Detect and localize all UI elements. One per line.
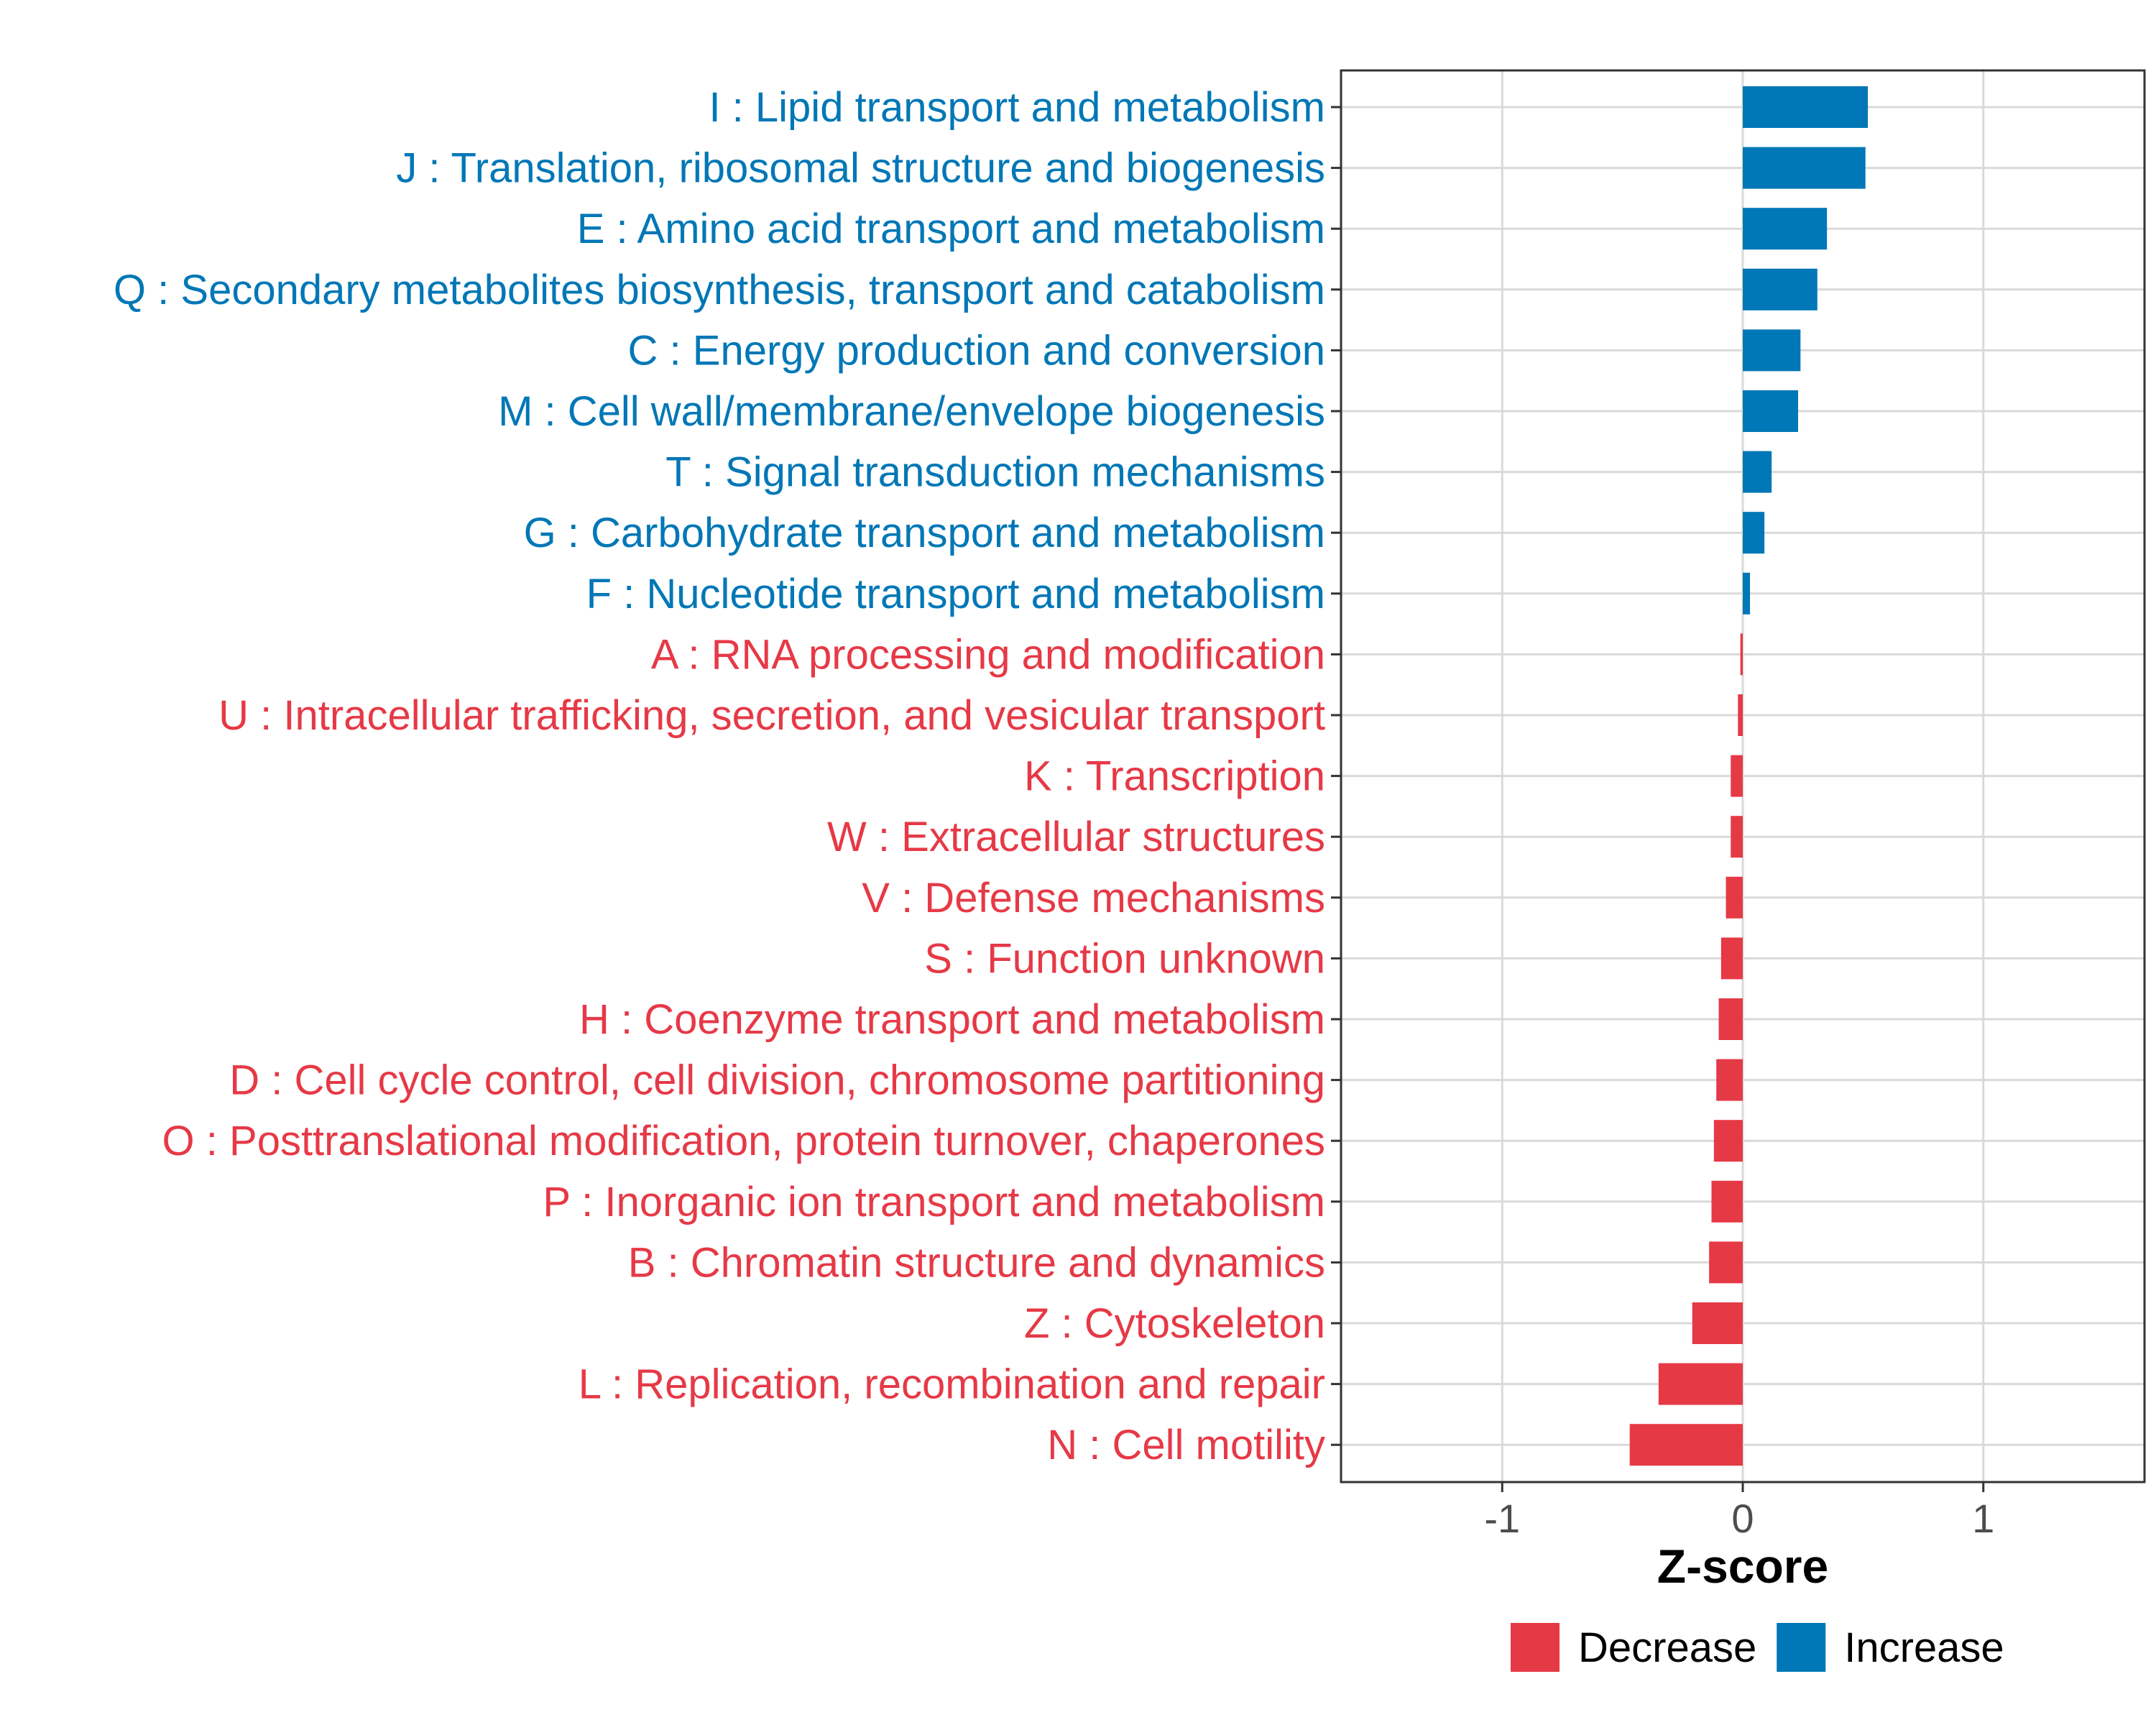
bar (1743, 390, 1798, 432)
category-label: F : Nucleotide transport and metabolism (586, 571, 1325, 617)
bar (1692, 1302, 1743, 1344)
category-label: J : Translation, ribosomal structure and… (396, 145, 1325, 192)
bar (1743, 512, 1765, 554)
category-label: K : Transcription (1024, 753, 1325, 800)
x-axis-title: Z-score (1657, 1540, 1828, 1593)
category-label: I : Lipid transport and metabolism (709, 84, 1325, 131)
category-label: U : Intracellular trafficking, secretion… (218, 692, 1325, 739)
bar (1743, 329, 1801, 372)
category-label: M : Cell wall/membrane/envelope biogenes… (498, 388, 1325, 435)
bar (1718, 998, 1743, 1040)
bar (1743, 86, 1869, 128)
bar (1743, 147, 1866, 189)
category-label: L : Replication, recombination and repai… (579, 1361, 1325, 1408)
category-label: B : Chromatin structure and dynamics (628, 1239, 1325, 1286)
category-label: Z : Cytoskeleton (1024, 1300, 1325, 1347)
legend-label: Decrease (1578, 1624, 1756, 1671)
bar (1743, 268, 1818, 310)
category-label: D : Cell cycle control, cell division, c… (229, 1057, 1325, 1104)
category-label: Q : Secondary metabolites biosynthesis, … (114, 267, 1325, 313)
category-label: G : Carbohydrate transport and metabolis… (524, 510, 1325, 556)
bar (1743, 208, 1828, 250)
bar (1731, 755, 1743, 797)
category-label: H : Coenzyme transport and metabolism (579, 996, 1325, 1043)
bar (1713, 1120, 1743, 1162)
bar (1738, 694, 1743, 736)
bar (1720, 937, 1743, 980)
category-label: P : Inorganic ion transport and metaboli… (543, 1179, 1325, 1225)
bar (1658, 1363, 1743, 1405)
y-axis-ticks (1331, 106, 1341, 1446)
bar (1711, 1180, 1743, 1223)
bar (1716, 1059, 1743, 1101)
bar (1726, 876, 1743, 919)
bar (1731, 816, 1743, 858)
bar (1743, 451, 1772, 493)
category-label: A : RNA processing and modification (651, 631, 1325, 678)
category-label: W : Extracellular structures (827, 814, 1325, 860)
x-axis-ticks: -1 0 1 (1484, 1482, 1994, 1541)
category-label: N : Cell motility (1047, 1422, 1325, 1468)
x-tick-label: 1 (1972, 1496, 1994, 1541)
legend-key (1777, 1623, 1826, 1672)
x-tick-label: 0 (1731, 1496, 1754, 1541)
category-label: E : Amino acid transport and metabolism (577, 206, 1325, 252)
category-label: T : Signal transduction mechanisms (665, 449, 1325, 496)
bar (1743, 572, 1751, 615)
x-tick-label: -1 (1484, 1496, 1520, 1541)
bar (1709, 1241, 1743, 1284)
bar (1740, 633, 1743, 676)
bars (1629, 86, 1869, 1466)
legend: Decrease Increase (1511, 1623, 2004, 1672)
y-axis-labels: I : Lipid transport and metabolism J : Tr… (114, 84, 1325, 1468)
category-label: C : Energy production and conversion (628, 327, 1325, 374)
legend-label: Increase (1844, 1624, 2004, 1671)
category-label: V : Defense mechanisms (862, 875, 1325, 921)
category-label: O : Posttranslational modification, prot… (162, 1118, 1325, 1164)
legend-key (1511, 1623, 1560, 1672)
bar (1629, 1424, 1743, 1466)
category-label: S : Function unknown (924, 935, 1325, 982)
